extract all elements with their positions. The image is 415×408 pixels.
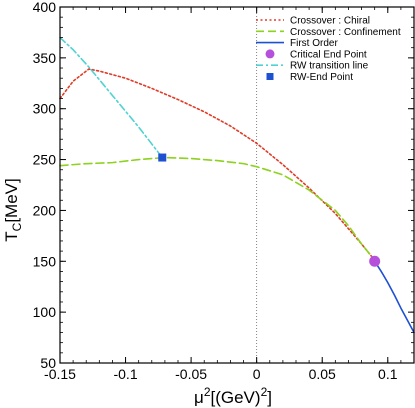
legend-entry-5: RW transition line	[256, 61, 369, 72]
legend-label: Crossover : Confinement	[290, 27, 401, 38]
y-tick-label: 100	[33, 304, 57, 320]
ticks-layer: -0.15 -0.1 -0.05 0 0.05 0.1 50 100 150 200 250 300 3…	[33, 0, 415, 382]
x-tick-label: 0.1	[378, 366, 398, 382]
x-axis-title-mid: [(GeV)	[211, 388, 261, 407]
legend-label: Critical End Point	[290, 49, 367, 60]
y-tick-label: 200	[33, 202, 57, 218]
legend-label: Crossover : Chiral	[290, 16, 370, 27]
series-line-2	[59, 156, 376, 262]
y-axis-title-base: T	[2, 231, 21, 241]
x-axis-title: μ2[(GeV)2]	[194, 385, 272, 407]
legend-entry-3: First Order	[256, 38, 338, 49]
rw-end-point-marker	[158, 153, 167, 162]
series-layer	[59, 36, 415, 334]
legend-swatch-circle	[265, 49, 275, 59]
series-line-4	[59, 36, 164, 159]
x-tick-label: 0.05	[309, 366, 336, 382]
x-axis-title-base: μ	[194, 388, 204, 407]
y-tick-label: 350	[33, 50, 57, 66]
legend-entry-2: Crossover : Confinement	[256, 27, 401, 38]
x-axis-title-sup1: 2	[204, 385, 211, 399]
points-layer	[158, 153, 381, 267]
y-axis-title: TC[MeV]	[2, 178, 24, 241]
y-tick-label: 50	[40, 355, 56, 371]
series-line-3	[373, 260, 415, 334]
y-tick-label: 400	[33, 0, 57, 15]
legend-entry-1: Crossover : Chiral	[256, 16, 370, 27]
series-line-1	[59, 68, 376, 262]
legend-entry-4: Critical End Point	[265, 49, 367, 60]
legend-label: RW-End Point	[290, 72, 353, 83]
critical-end-point-marker	[369, 255, 381, 267]
y-axis-title-rest: [MeV]	[2, 178, 21, 222]
x-tick-label: -0.1	[113, 366, 137, 382]
x-tick-label: -0.15	[44, 366, 76, 382]
y-tick-label: 300	[33, 101, 57, 117]
legend-label: RW transition line	[290, 61, 369, 72]
y-tick-label: 150	[33, 253, 57, 269]
legend-label: First Order	[290, 38, 338, 49]
legend-entry-6: RW-End Point	[266, 72, 353, 83]
x-axis-title-sup2: 2	[261, 385, 268, 399]
axes-layer	[59, 6, 415, 364]
x-axis-title-end: ]	[267, 388, 272, 407]
x-tick-label: 0	[253, 366, 261, 382]
y-tick-label: 250	[33, 152, 57, 168]
x-tick-label: -0.05	[175, 366, 207, 382]
legend-swatch-square	[266, 73, 274, 80]
y-axis-title-sub: C	[10, 222, 24, 231]
plot-frame	[59, 6, 415, 364]
